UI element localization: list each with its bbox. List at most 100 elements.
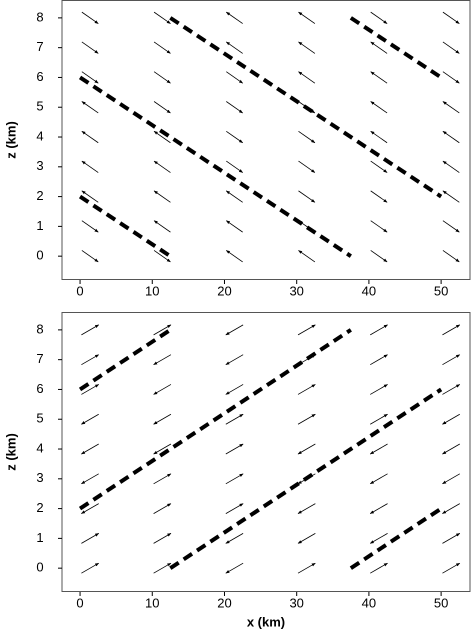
phase-line — [169, 16, 443, 199]
x-tick-label: 30 — [289, 283, 303, 298]
velocity-arrow — [442, 443, 460, 455]
y-tick-label: 8 — [36, 321, 43, 336]
y-tick-label: 5 — [36, 99, 43, 114]
velocity-arrow — [297, 413, 316, 425]
velocity-arrow — [81, 71, 99, 84]
velocity-arrow — [226, 101, 243, 114]
velocity-arrow — [153, 384, 172, 395]
velocity-arrow — [153, 101, 171, 114]
velocity-arrow — [369, 473, 388, 485]
velocity-arrow — [153, 533, 172, 544]
y-tick-label: 2 — [36, 500, 43, 515]
velocity-arrow — [298, 41, 316, 54]
y-tick-label: 0 — [36, 560, 43, 575]
y-axis-label: z (km) — [3, 433, 18, 471]
velocity-arrow — [81, 160, 99, 173]
velocity-arrow — [298, 130, 316, 144]
y-axis-label: z (km) — [3, 121, 18, 159]
velocity-arrow — [442, 384, 461, 395]
velocity-arrow — [81, 354, 100, 366]
velocity-arrow — [369, 443, 388, 455]
velocity-arrow — [297, 503, 316, 514]
velocity-arrow — [297, 533, 316, 544]
x-tick-label: 0 — [76, 595, 83, 610]
velocity-arrow — [81, 413, 99, 425]
x-tick-label: 40 — [362, 283, 376, 298]
velocity-arrow — [442, 41, 460, 54]
y-tick-label: 6 — [36, 69, 43, 84]
phase-line — [78, 75, 352, 258]
velocity-arrow — [370, 130, 388, 144]
velocity-arrow — [153, 324, 172, 336]
velocity-arrow — [370, 41, 388, 54]
x-tick-label: 20 — [217, 283, 231, 298]
velocity-arrow — [370, 324, 388, 336]
velocity-arrow — [153, 413, 172, 425]
velocity-arrow — [370, 11, 388, 24]
y-tick-label: 6 — [36, 381, 43, 396]
velocity-arrow — [225, 41, 243, 54]
velocity-arrow — [442, 71, 460, 84]
velocity-arrow — [81, 562, 100, 574]
velocity-arrow — [225, 250, 243, 263]
velocity-arrow — [370, 160, 388, 173]
velocity-arrow — [153, 443, 172, 455]
velocity-arrow — [370, 101, 388, 114]
velocity-arrow — [81, 41, 99, 54]
phase-line — [349, 506, 443, 570]
velocity-arrow — [225, 190, 243, 203]
velocity-arrow — [225, 354, 244, 366]
velocity-arrow — [153, 160, 171, 173]
velocity-arrow — [153, 220, 171, 233]
y-tick-label: 4 — [36, 440, 43, 455]
velocity-arrow — [297, 562, 316, 574]
velocity-arrow — [370, 354, 388, 366]
velocity-arrow — [225, 324, 244, 336]
velocity-arrow — [153, 354, 172, 366]
velocity-arrow — [442, 250, 460, 263]
velocity-arrow — [370, 220, 388, 233]
velocity-arrow — [153, 11, 171, 24]
velocity-arrow — [225, 473, 244, 485]
phase-line — [169, 387, 443, 570]
phase-line — [78, 328, 172, 392]
velocity-arrow — [225, 562, 244, 574]
velocity-arrow — [153, 41, 171, 54]
velocity-arrow — [442, 160, 460, 173]
velocity-arrow — [442, 220, 460, 233]
velocity-arrow — [442, 562, 461, 574]
y-tick-label: 1 — [36, 530, 43, 545]
velocity-arrow — [81, 130, 99, 144]
velocity-arrow — [442, 413, 460, 425]
y-tick-label: 8 — [36, 9, 43, 24]
velocity-arrow — [442, 354, 461, 366]
velocity-arrow — [442, 11, 460, 24]
velocity-arrow — [297, 384, 316, 395]
velocity-arrow — [81, 101, 99, 114]
y-tick-label: 3 — [36, 158, 43, 173]
y-tick-label: 5 — [36, 411, 43, 426]
velocity-arrow — [370, 562, 388, 574]
velocity-arrow — [225, 533, 244, 544]
y-tick-label: 1 — [36, 218, 43, 233]
velocity-arrow — [225, 384, 244, 395]
velocity-arrow — [81, 324, 100, 336]
velocity-arrow — [81, 473, 99, 485]
y-tick-label: 7 — [36, 39, 43, 54]
velocity-arrow — [153, 190, 171, 203]
velocity-arrow — [226, 160, 243, 173]
velocity-arrow — [153, 250, 171, 263]
x-axis-label: x (km) — [247, 614, 285, 629]
y-tick-label: 0 — [36, 248, 43, 263]
x-tick-label: 10 — [145, 283, 159, 298]
velocity-arrow — [297, 443, 316, 455]
plot-frame — [61, 312, 471, 592]
x-tick-label: 40 — [362, 595, 376, 610]
velocity-arrow — [81, 11, 99, 24]
velocity-arrow — [153, 130, 171, 144]
x-tick-label: 50 — [434, 595, 448, 610]
velocity-arrow — [153, 71, 171, 84]
velocity-arrow — [370, 71, 388, 84]
velocity-arrow — [442, 473, 460, 485]
velocity-arrow — [369, 503, 388, 514]
